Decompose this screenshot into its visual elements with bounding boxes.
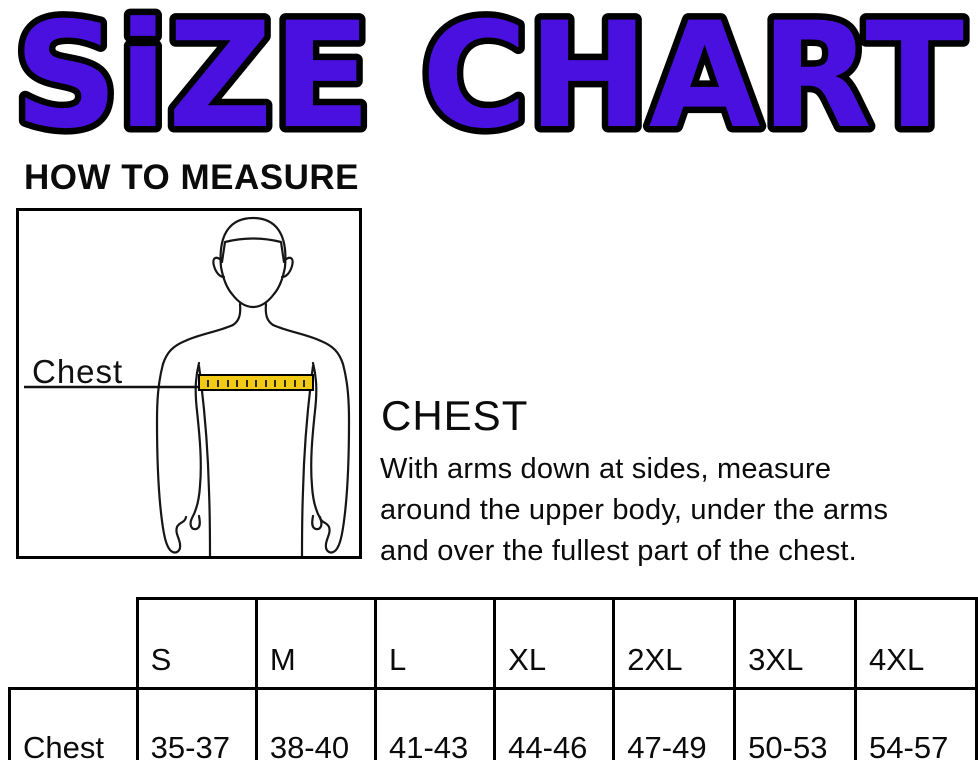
outer-arm-right xyxy=(318,362,351,554)
inner-arm-left xyxy=(189,361,202,531)
torso-side-right xyxy=(300,364,315,556)
size-chart-title-art: SiZE CHART xyxy=(8,0,971,152)
left-ear xyxy=(212,256,226,279)
outer-arm-left xyxy=(155,362,188,554)
body-illustration: Chest xyxy=(24,216,351,556)
hairline xyxy=(220,237,286,264)
size-column-header-3xl: 3XL xyxy=(733,597,858,690)
chest-value-4xl: 54-57 xyxy=(854,687,978,760)
figure-box: Chest xyxy=(16,208,362,559)
chest-instructions-line: and over the fullest part of the chest. xyxy=(380,535,857,567)
right-ear xyxy=(280,256,294,279)
chest-instructions-line: With arms down at sides, measure xyxy=(380,453,832,485)
chest-value-s: 35-37 xyxy=(135,687,258,760)
chest-figure-label: Chest xyxy=(32,353,123,390)
table-corner-empty xyxy=(10,599,138,689)
chest-value-xl: 44-46 xyxy=(493,687,616,760)
size-column-header-4xl: 4XL xyxy=(854,597,978,690)
chest-instructions: With arms down at sides, measure around … xyxy=(380,449,888,572)
neck-left xyxy=(231,302,242,327)
size-column-header-2xl: 2XL xyxy=(612,597,737,690)
measuring-tape xyxy=(198,374,314,391)
size-table-header-row: S M L XL 2XL 3XL 4XL xyxy=(10,597,978,690)
chest-section-heading: CHEST xyxy=(381,392,529,439)
size-table: S M L XL 2XL 3XL 4XL Chest 35-37 38-40 4… xyxy=(8,597,978,760)
chest-row-label: Chest xyxy=(8,687,139,760)
chest-measurement-row: Chest 35-37 38-40 41-43 44-46 47-49 50-5… xyxy=(8,687,978,760)
size-column-header-l: L xyxy=(373,597,497,690)
size-column-header-xl: XL xyxy=(493,597,616,690)
page-title: SiZE CHART xyxy=(14,0,964,152)
shoulder-left xyxy=(161,323,235,366)
neck-right xyxy=(264,302,275,327)
inner-arm-right xyxy=(310,361,323,531)
chest-value-l: 41-43 xyxy=(373,687,497,760)
chest-instructions-line: around the upper body, under the arms xyxy=(380,494,889,526)
chest-value-2xl: 47-49 xyxy=(612,687,737,760)
size-column-header-s: S xyxy=(135,597,258,690)
head-outline xyxy=(219,216,287,309)
chest-value-m: 38-40 xyxy=(254,687,377,760)
chest-value-3xl: 50-53 xyxy=(733,687,858,760)
torso-side-left xyxy=(197,364,212,556)
shoulder-right xyxy=(271,323,345,366)
size-column-header-m: M xyxy=(254,597,377,690)
how-to-measure-heading: HOW TO MEASURE xyxy=(24,158,359,197)
